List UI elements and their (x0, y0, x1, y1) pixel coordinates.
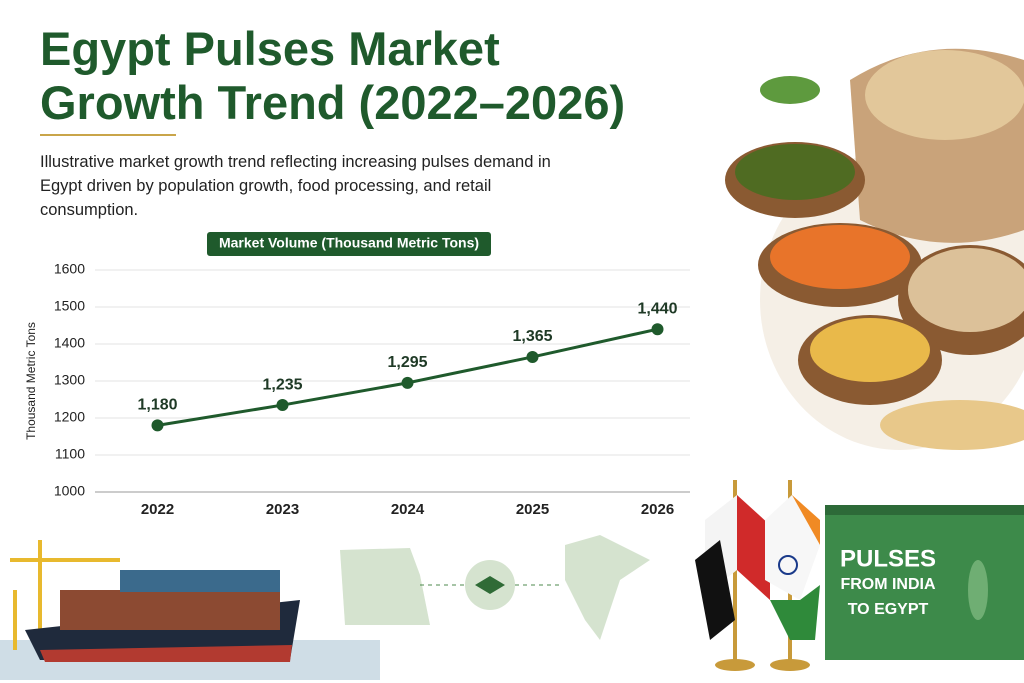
ship-hull (40, 645, 292, 662)
flag-base (770, 659, 810, 671)
y-tick-label: 1300 (54, 372, 85, 388)
point (401, 376, 414, 389)
value-label: 1,295 (387, 354, 427, 371)
container-text: TO EGYPT (848, 601, 929, 618)
point (526, 350, 539, 363)
shipping-container (825, 505, 1024, 660)
chickpeas (865, 50, 1024, 140)
wheat-icon (968, 560, 988, 620)
container-top (825, 505, 1024, 515)
y-tick-label: 1100 (55, 446, 85, 462)
y-tick-label: 1200 (54, 409, 85, 425)
x-tick-label: 2022 (141, 501, 174, 518)
x-tick-label: 2024 (391, 501, 425, 518)
flag-base (715, 659, 755, 671)
container-text: PULSES (840, 545, 936, 572)
x-tick-label: 2025 (516, 501, 549, 518)
spilled-lentils (880, 400, 1024, 450)
red-lentils (770, 225, 910, 289)
egypt-map (340, 548, 430, 625)
subtitle: Illustrative market growth trend reflect… (40, 153, 551, 219)
handshake (475, 576, 505, 594)
y-tick-label: 1500 (54, 298, 85, 314)
value-label: 1,365 (512, 328, 552, 345)
mung-beans (735, 144, 855, 200)
leaves (760, 76, 820, 104)
egypt-flag (737, 495, 770, 600)
india-flag (770, 585, 820, 640)
y-tick-label: 1000 (54, 483, 85, 499)
title: Egypt Pulses Market Growth Trend (2022–2… (40, 22, 626, 129)
ship-containers (120, 570, 280, 592)
x-tick-label: 2026 (641, 501, 674, 518)
chickpeas (908, 248, 1024, 332)
illustration (0, 48, 1024, 680)
y-axis-label: Thousand Metric Tons (24, 322, 38, 440)
point (651, 323, 664, 336)
y-tick-label: 1600 (54, 261, 85, 277)
point (151, 419, 164, 432)
india-map (565, 535, 650, 640)
india-flag (765, 495, 820, 600)
y-tick-label: 1400 (54, 335, 85, 351)
title-rule (40, 134, 176, 136)
egypt-flag (695, 540, 735, 640)
x-tick-label: 2023 (266, 501, 299, 518)
container-text: FROM INDIA (840, 576, 936, 593)
point (276, 399, 289, 412)
ship-containers (60, 590, 280, 630)
chakra (778, 555, 798, 575)
yellow-lentils (810, 318, 930, 382)
value-label: 1,180 (137, 397, 177, 414)
value-label: 1,440 (637, 300, 677, 317)
legend-entry: Market Volume (Thousand Metric Tons) (219, 235, 479, 251)
value-label: 1,235 (262, 376, 302, 393)
legend-badge (207, 232, 491, 256)
